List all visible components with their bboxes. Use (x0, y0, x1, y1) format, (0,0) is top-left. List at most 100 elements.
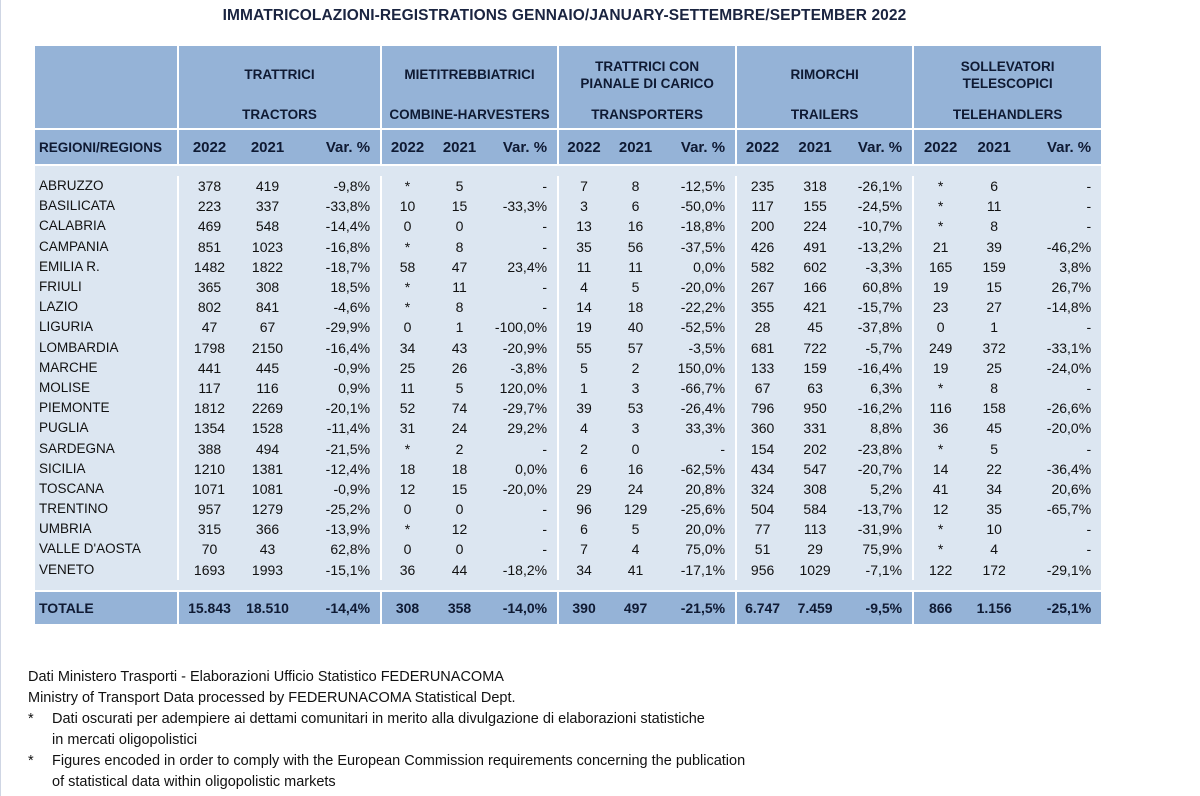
cell-y1: 70 (177, 539, 240, 560)
region-name: CALABRIA (35, 216, 178, 237)
cell-var: 0,9% (295, 377, 382, 399)
total-cell-y2: 7.459 (788, 589, 843, 624)
page-title: IMMATRICOLAZIONI-REGISTRATIONS GENNAIO/J… (222, 7, 907, 24)
cell-y2: 3 (609, 418, 663, 439)
cell-y2: 18 (609, 297, 663, 318)
cell-var: -66,7% (662, 377, 737, 399)
cell-y1: 504 (735, 499, 789, 520)
table-row: TRENTINO 957 1279 -25,2% 0 0-96 129 -25,6% 504 58… (35, 499, 1102, 520)
cell-y2: 2269 (240, 398, 295, 419)
cell-var: -15,1% (295, 559, 382, 580)
cell-var: -3,5% (662, 337, 737, 358)
cell-var: -33,8% (295, 196, 382, 217)
cell-y2: 26 (433, 357, 487, 378)
cell-var: -0,9% (295, 478, 382, 499)
header-corner (35, 46, 178, 129)
column-header-y2: 2021 (609, 128, 663, 165)
total-label: TOTALE (35, 589, 178, 624)
asterisk-symbol: * (28, 753, 34, 769)
cell-y2: 5 (433, 176, 487, 197)
cell-y1: 956 (735, 559, 789, 580)
total-cell-var: -9,5% (842, 589, 914, 624)
cell-y1: 14 (912, 458, 968, 479)
cell-y1: * (380, 276, 434, 298)
cell-y2: 40 (609, 317, 663, 338)
cell-y1: 200 (735, 216, 789, 237)
cell-y1: 1812 (177, 398, 240, 419)
cell-var: - (1021, 438, 1102, 459)
cell-y1: * (380, 519, 434, 540)
cell-y2: 366 (240, 519, 295, 540)
cell-y2: 547 (788, 458, 843, 479)
cell-y1: 0 (380, 539, 434, 560)
cell-y1: 355 (735, 297, 789, 318)
cell-var: -25,2% (295, 499, 382, 520)
cell-y2: 1381 (240, 458, 295, 479)
cell-var: - (1021, 377, 1102, 399)
column-header-row: REGIONI/REGIONS 2022 2021 Var. % 2022 2021 Va… (35, 128, 1102, 165)
cell-y1: 25 (380, 357, 434, 378)
cell-y2: 2 (433, 438, 487, 459)
cell-y1: 29 (557, 478, 610, 499)
region-column-header: REGIONI/REGIONS (35, 128, 178, 165)
group-transporters-it: TRATTRICI CON PIANALE DI CARICO (580, 59, 714, 91)
cell-y2: 10 (967, 519, 1022, 540)
cell-y1: 55 (557, 337, 610, 358)
total-row: TOTALE 15.843 18.510 -14,4% 308 358 -14,0% 390… (35, 589, 1102, 624)
cell-y2: 43 (240, 539, 295, 560)
cell-y1: 4 (557, 276, 610, 298)
cell-y1: * (912, 176, 968, 197)
table-row: PUGLIA 1354 1528 -11,4% 31 24 29,2% 4 3 33,3% 360 3… (35, 418, 1102, 439)
cell-y2: 1993 (240, 559, 295, 580)
cell-y1: 12 (380, 478, 434, 499)
cell-y2: 2150 (240, 337, 295, 358)
cell-y2: 4 (967, 539, 1022, 560)
cell-y2: 491 (788, 236, 843, 257)
source-note-it: Dati Ministero Trasporti - Elaborazioni … (28, 669, 504, 685)
cell-var: 20,8% (662, 478, 737, 499)
region-name: EMILIA R. (35, 256, 178, 277)
cell-y2: 1 (967, 317, 1022, 338)
cell-y1: 267 (735, 276, 789, 298)
cell-y2: 5 (967, 438, 1022, 459)
cell-y1: * (380, 176, 434, 197)
cell-var: -7,1% (842, 559, 914, 580)
cell-y2: 8 (967, 216, 1022, 237)
asterisk-note-en-text-a: Figures encoded in order to comply with … (52, 753, 746, 769)
cell-var: 120,0% (486, 377, 559, 399)
column-header-y1: 2022 (177, 128, 240, 165)
cell-y2: 841 (240, 297, 295, 318)
region-name: ABRUZZO (35, 176, 178, 197)
cell-y2: 11 (967, 196, 1022, 217)
cell-y2: 337 (240, 196, 295, 217)
cell-y1: 0 (380, 216, 434, 237)
cell-y2: 0 (433, 499, 487, 520)
source-note-en: Ministry of Transport Data processed by … (28, 690, 516, 706)
cell-var: 26,7% (1021, 276, 1102, 298)
cell-var: - (486, 176, 559, 197)
cell-y1: 0 (380, 317, 434, 338)
cell-var: - (486, 216, 559, 237)
cell-var: -33,1% (1021, 337, 1102, 358)
cell-var: -65,7% (1021, 499, 1102, 520)
cell-y2: 43 (433, 337, 487, 358)
cell-y2: 15 (433, 478, 487, 499)
cell-var: 0,0% (486, 458, 559, 479)
cell-y2: 166 (788, 276, 843, 298)
cell-y1: 957 (177, 499, 240, 520)
cell-y2: 158 (967, 398, 1022, 419)
cell-var: -52,5% (662, 317, 737, 338)
cell-var: 18,5% (295, 276, 382, 298)
cell-var: -13,2% (842, 236, 914, 257)
cell-y1: 10 (380, 196, 434, 217)
asterisk-symbol: * (28, 711, 34, 727)
cell-var: 23,4% (486, 256, 559, 277)
cell-y2: 8 (433, 297, 487, 318)
group-trailers-en: TRAILERS (790, 107, 859, 122)
total-cell-y2: 497 (609, 589, 663, 624)
cell-y1: 28 (735, 317, 789, 338)
table-row: LOMBARDIA 1798 2150 -16,4% 34 43 -20,9% 55 57 -3,… (35, 337, 1102, 358)
group-header-tractors: TRATTRICI TRACTORS (176, 46, 382, 129)
cell-var: -24,5% (842, 196, 914, 217)
cell-var: -100,0% (486, 317, 559, 338)
